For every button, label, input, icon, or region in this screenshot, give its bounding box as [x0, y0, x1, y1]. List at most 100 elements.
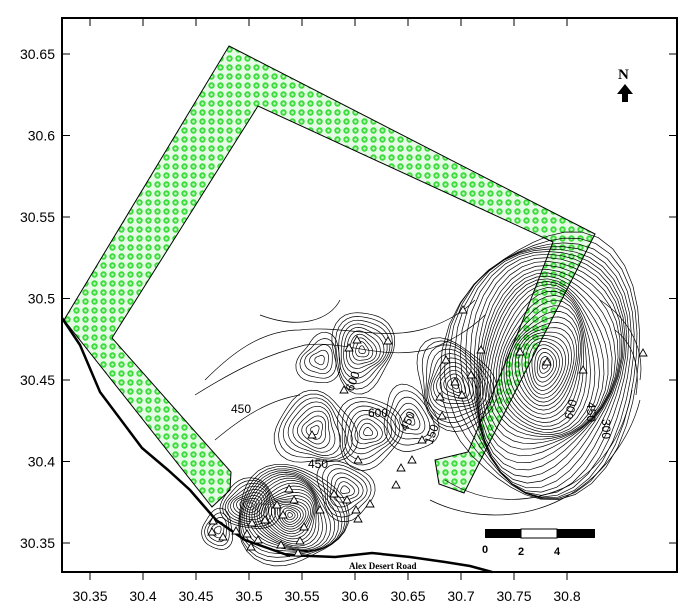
triangle-icon	[352, 335, 362, 344]
contour-line	[508, 316, 579, 415]
x-tick-label: 30.6	[341, 588, 368, 604]
y-tick-label: 30.65	[20, 46, 55, 62]
contour-line	[524, 337, 566, 395]
contour-line	[536, 352, 555, 379]
triangle-icon	[458, 305, 468, 314]
contour-line	[292, 405, 336, 453]
contour-line	[301, 415, 327, 445]
contour-line	[273, 389, 359, 463]
y-tick-label: 30.6	[28, 128, 55, 144]
contour-line	[287, 401, 341, 456]
contour-line	[314, 354, 325, 366]
triangle-icon	[278, 510, 288, 519]
triangle-icon	[396, 463, 406, 472]
contour-line	[310, 425, 320, 435]
y-tick-label: 30.4	[28, 454, 55, 470]
contour-line	[214, 525, 222, 535]
triangle-icon	[351, 505, 361, 514]
contour-line	[256, 482, 320, 547]
contour-line	[454, 246, 632, 498]
contour-line	[444, 237, 638, 499]
contour-line	[394, 402, 426, 435]
contour-line	[429, 399, 641, 516]
contour-line	[495, 291, 591, 433]
contour-label: 300	[599, 419, 613, 439]
contour-line	[287, 512, 293, 518]
contour-line	[336, 481, 355, 498]
contour-line	[268, 498, 311, 535]
alex-desert-road	[286, 551, 493, 574]
y-tick-label: 30.35	[20, 535, 55, 551]
contour-line	[337, 396, 404, 471]
triangle-icon	[289, 495, 299, 504]
triangle-icon	[542, 357, 552, 366]
triangle-icon	[407, 455, 417, 464]
contour-line	[350, 414, 388, 449]
contour-line	[443, 373, 466, 397]
triangle-icon	[260, 515, 270, 524]
contour-line	[444, 389, 633, 500]
contour-line	[340, 485, 351, 494]
contour-label: 600	[561, 397, 580, 420]
contour-line	[599, 299, 642, 381]
contour-line	[459, 248, 630, 496]
contour-line	[238, 463, 350, 567]
triangle-icon	[391, 480, 401, 489]
triangle-icon	[231, 526, 241, 535]
contour-line	[490, 283, 600, 438]
triangle-icon	[437, 411, 447, 420]
contour-line	[358, 345, 366, 354]
contour-line	[265, 495, 313, 537]
y-tick-label: 30.5	[28, 291, 55, 307]
triangle-icon	[353, 455, 363, 464]
contour-line	[201, 507, 234, 550]
contour-line	[316, 460, 376, 522]
contour-line	[335, 316, 393, 390]
contour-line	[233, 492, 265, 518]
triangle-icon	[293, 548, 303, 557]
contour-line	[340, 323, 388, 379]
x-tick-label: 30.35	[72, 588, 107, 604]
contour-line	[430, 357, 481, 409]
triangle-icon	[417, 435, 427, 444]
contour-line	[531, 344, 560, 387]
triangle-icon	[578, 365, 588, 374]
y-tick-label: 30.45	[20, 372, 55, 388]
contour-line	[501, 299, 584, 427]
north-arrow-icon	[617, 84, 633, 102]
contour-line	[251, 477, 327, 550]
x-tick-label: 30.4	[129, 588, 156, 604]
contour-line	[426, 348, 488, 419]
contour-line	[305, 420, 324, 440]
contour-line	[242, 500, 257, 511]
coastline	[60, 317, 291, 558]
scale-label: 0	[482, 544, 488, 556]
contour-line	[479, 272, 616, 457]
scale-label: 2	[518, 546, 524, 558]
contour-line	[428, 353, 485, 414]
x-tick-label: 30.5	[235, 588, 262, 604]
triangle-icon	[315, 505, 325, 514]
contour-line	[322, 464, 372, 518]
contour-line	[295, 331, 341, 384]
contour-line	[243, 472, 339, 552]
x-tick-label: 30.75	[496, 588, 531, 604]
contour-line	[481, 275, 613, 450]
triangle-icon	[284, 484, 294, 493]
contour-line	[204, 512, 230, 547]
triangle-icon	[344, 343, 354, 352]
contour-lines	[194, 231, 642, 567]
well-markers	[207, 305, 648, 557]
triangle-icon	[218, 532, 228, 541]
contour-line	[204, 299, 476, 381]
x-tick-label: 30.8	[553, 588, 580, 604]
contour-line	[354, 418, 383, 445]
contour-line	[329, 472, 364, 508]
triangle-icon	[457, 390, 467, 399]
contour-line	[521, 335, 570, 399]
contour-line	[358, 422, 378, 440]
contour-line	[276, 503, 304, 528]
contour-line	[534, 348, 557, 383]
road-label: Alex Desert Road	[349, 561, 416, 571]
contour-line	[278, 393, 353, 461]
